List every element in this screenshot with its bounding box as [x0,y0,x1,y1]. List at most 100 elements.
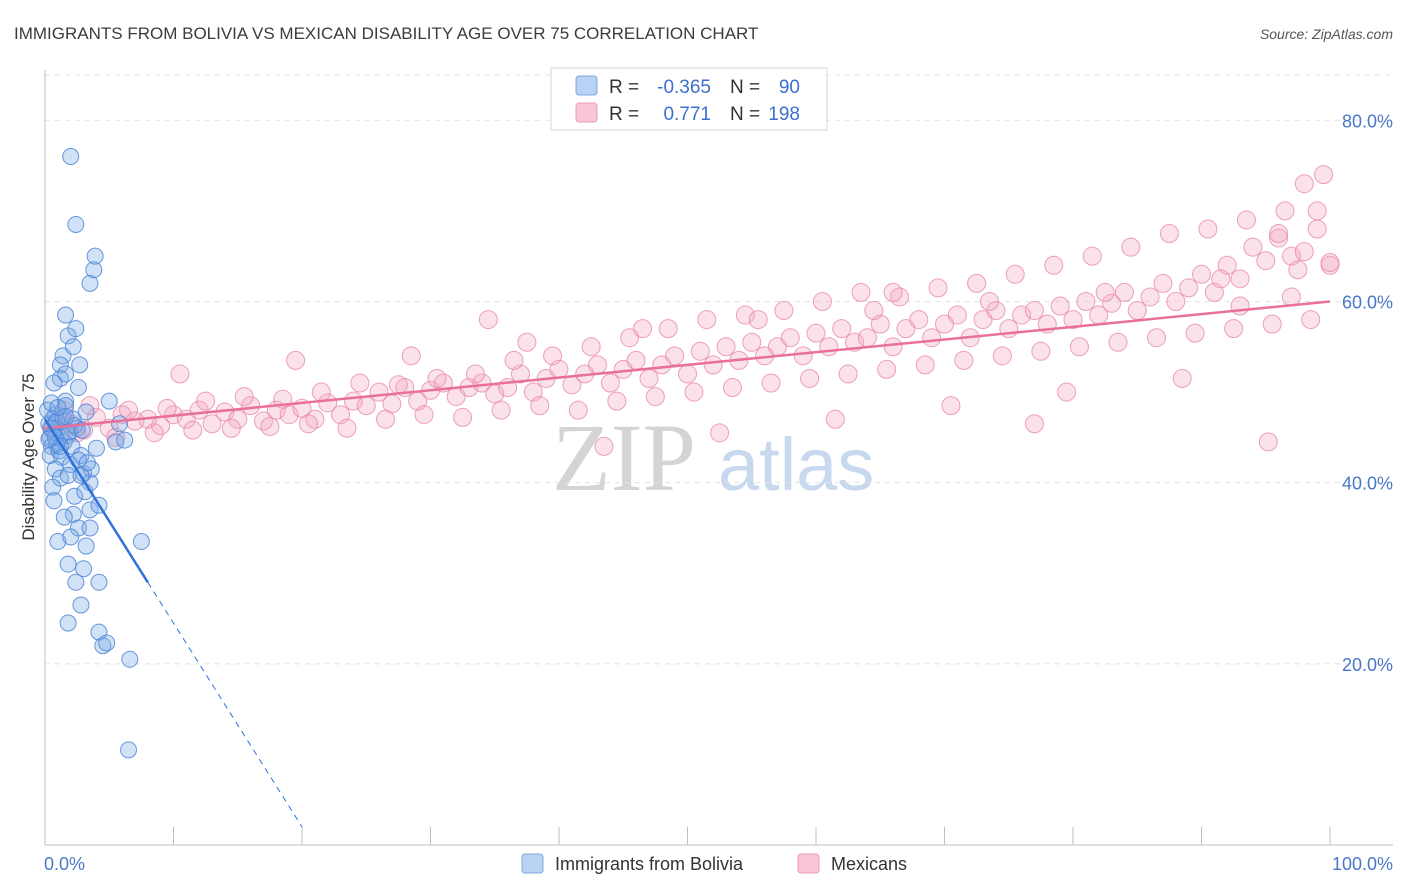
point-mexicans [356,396,376,416]
point-bolivia [59,466,77,484]
point-mexicans [234,387,254,407]
point-mexicans [947,305,967,325]
point-mexicans [1269,224,1289,244]
point-mexicans [600,373,620,393]
point-mexicans [697,310,717,330]
point-bolivia [81,519,99,537]
point-mexicans [832,319,852,339]
trend-line-bolivia [43,418,149,583]
point-mexicans [144,423,164,443]
point-mexicans [543,346,563,366]
point-mexicans [973,310,993,330]
point-mexicans [633,319,653,339]
point-mexicans [1114,282,1134,302]
point-bolivia [116,431,134,449]
point-bolivia [78,454,96,472]
point-bolivia [45,492,63,510]
point-mexicans [388,375,408,395]
point-mexicans [588,355,608,375]
point-mexicans [427,368,447,388]
point-mexicans [658,319,678,339]
point-bolivia [49,398,67,416]
point-mexicans [1230,296,1250,316]
series-bolivia [39,148,150,759]
point-mexicans [1211,269,1231,289]
point-bolivia [69,379,87,397]
point-mexicans [1269,228,1289,248]
point-mexicans [376,409,396,429]
point-mexicans [1031,341,1051,361]
point-mexicans [1258,432,1278,452]
y-tick-label: 40.0% [1342,474,1393,494]
point-bolivia [72,446,90,464]
point-mexicans [1179,278,1199,298]
y-tick-labels: 20.0% 40.0% 60.0% 80.0% [1342,111,1393,675]
point-bolivia [44,478,62,496]
point-bolivia [81,501,99,519]
point-mexicans [979,291,999,311]
watermark-zip: ZIP [552,404,696,511]
point-mexicans [1172,368,1192,388]
point-bolivia [75,560,93,578]
point-mexicans [819,337,839,357]
point-mexicans [183,420,203,440]
legend-swatch-mexicans [575,102,598,123]
point-mexicans [1005,264,1025,284]
point-mexicans [286,350,306,370]
point-mexicans [935,314,954,334]
point-mexicans [915,355,935,375]
point-mexicans [626,350,646,370]
point-mexicans [1198,219,1218,239]
point-mexicans [896,319,916,339]
point-bolivia [72,596,90,614]
point-mexicans [748,310,768,330]
point-mexicans [1121,237,1141,257]
point-mexicans [504,350,524,370]
point-bolivia [132,533,150,551]
chart-title: IMMIGRANTS FROM BOLIVIA VS MEXICAN DISAB… [14,24,758,43]
point-bolivia [86,247,104,265]
point-mexicans [1230,269,1250,289]
point-mexicans [1166,291,1186,311]
y-axis-title: Disability Age Over 75 [19,373,38,540]
point-mexicans [1024,301,1044,321]
point-mexicans [1108,332,1128,352]
point-bolivia [51,356,69,374]
point-mexicans [941,396,961,416]
point-bolivia [77,537,95,555]
trend-lines [43,300,1331,828]
point-mexicans [1301,310,1321,330]
point-mexicans [1076,291,1096,311]
point-mexicans [645,387,665,407]
legend-n-label-mexicans: N = [730,104,760,125]
point-mexicans [1095,282,1115,302]
point-mexicans [1288,260,1308,280]
point-mexicans [1262,314,1282,334]
point-mexicans [883,282,903,302]
point-mexicans [678,364,697,384]
bottom-legend-swatch-mexicans [797,853,820,874]
point-mexicans [684,382,704,402]
point-mexicans [196,391,216,411]
legend-n-label-bolivia: N = [730,77,760,98]
point-mexicans [253,411,273,431]
point-mexicans [478,310,498,330]
point-mexicans [581,337,601,357]
point-mexicans [517,332,537,352]
legend-r-label-mexicans: R = [609,104,639,125]
point-mexicans [106,427,126,447]
point-bolivia [111,415,129,433]
point-bolivia [66,487,84,505]
point-mexicans [491,400,511,420]
bottom-legend-label-bolivia: Immigrants from Bolivia [555,854,744,874]
legend-n-value-bolivia: 90 [779,77,800,98]
point-mexicans [202,414,222,434]
point-mexicans [806,323,826,343]
point-bolivia [64,338,82,356]
watermark-atlas: atlas [718,423,874,506]
gridlines [45,74,1393,665]
point-mexicans [350,373,370,393]
point-mexicans [690,341,710,361]
point-bolivia [49,533,67,551]
